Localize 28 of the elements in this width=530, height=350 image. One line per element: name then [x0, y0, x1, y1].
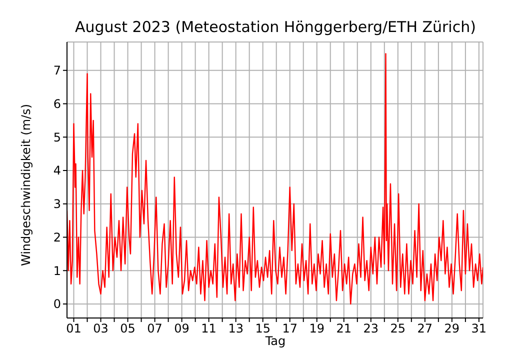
x-tick-label: 19 — [309, 322, 325, 336]
x-tick-label: 15 — [255, 322, 270, 336]
x-tick-label: 13 — [228, 322, 244, 336]
y-tick-label: 4 — [53, 164, 61, 178]
x-tick-label: 11 — [201, 322, 216, 336]
y-tick-label: 7 — [53, 64, 61, 78]
x-tick-label: 21 — [336, 322, 352, 336]
x-tick-label: 09 — [174, 322, 190, 336]
x-tick-label: 07 — [147, 322, 162, 336]
y-axis-title: Windgeschwindigkeit (m/s) — [19, 104, 33, 266]
y-tick-label: 1 — [53, 264, 61, 278]
x-axis-title: Tag — [264, 334, 287, 348]
y-tick-label: 0 — [53, 297, 61, 312]
y-tick-label: 3 — [53, 197, 61, 212]
x-tick-label: 27 — [417, 322, 433, 336]
line-series — [67, 53, 483, 305]
y-tick-label: 2 — [53, 230, 61, 244]
x-tick-label: 25 — [390, 322, 406, 336]
chart-title: August 2023 (Meteostation Hönggerberg/ETH Zürich) — [74, 18, 477, 36]
x-tick-label: 05 — [120, 322, 136, 336]
x-tick-label: 23 — [363, 322, 379, 336]
x-tick-label: 01 — [66, 322, 82, 336]
x-tick-label: 03 — [93, 322, 108, 336]
x-tick-label: 31 — [471, 322, 487, 336]
y-tick-label: 6 — [53, 97, 61, 111]
x-tick-label: 17 — [282, 322, 298, 336]
x-tick-label: 29 — [444, 322, 460, 336]
y-tick-label: 5 — [53, 130, 61, 144]
